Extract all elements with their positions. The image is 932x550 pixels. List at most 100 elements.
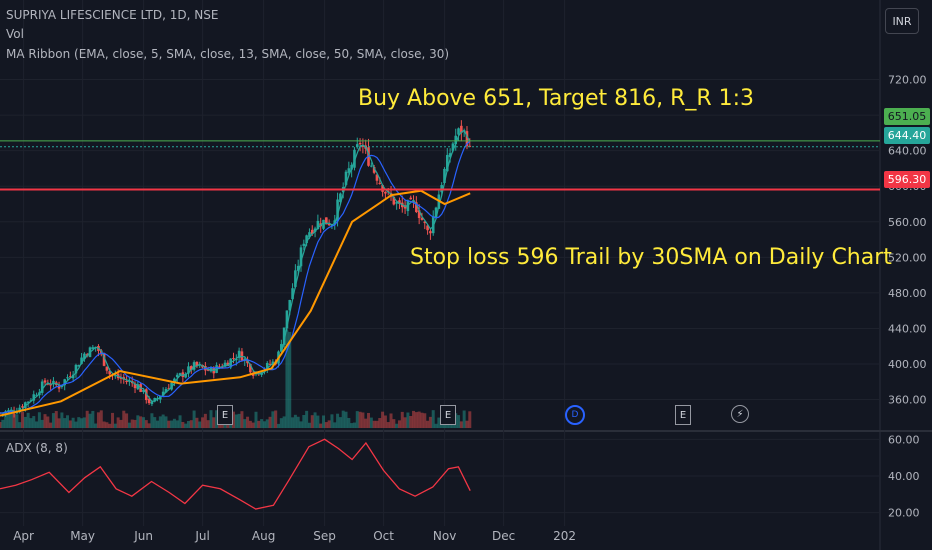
candle-body: [173, 378, 176, 383]
price-badge-stop: 596.30: [884, 171, 930, 188]
volume-legend[interactable]: Vol: [6, 27, 24, 41]
candle-body: [420, 217, 424, 220]
dividend-event-icon[interactable]: D: [565, 405, 585, 425]
candle-body: [336, 199, 339, 222]
earnings-event-icon[interactable]: E: [217, 405, 233, 425]
volume-bar: [257, 420, 261, 428]
candle-body: [119, 377, 123, 379]
volume-bar: [352, 422, 356, 428]
ma-ribbon-lines: [0, 129, 471, 417]
volume-bar: [234, 414, 238, 428]
candle-body: [313, 228, 317, 232]
volume-bar: [141, 417, 145, 428]
stop-annotation[interactable]: Stop loss 596 Trail by 30SMA on Daily Ch…: [410, 245, 892, 270]
volume-bar: [203, 413, 207, 428]
horizontal-levels[interactable]: [0, 140, 880, 191]
volume-bar: [299, 421, 303, 428]
earnings-event-icon[interactable]: E: [675, 405, 691, 425]
candle-body: [187, 366, 190, 374]
volume-bar: [347, 417, 351, 428]
volume-bar: [392, 419, 396, 428]
volume-bar: [192, 410, 196, 428]
volume-bar: [184, 423, 188, 428]
volume-bar: [4, 415, 8, 428]
candle-body: [285, 310, 289, 329]
volume-bar: [361, 412, 365, 428]
volume-bar: [29, 418, 33, 428]
volume-bar: [113, 423, 117, 428]
volume-bar: [324, 422, 328, 428]
currency-button[interactable]: INR: [885, 8, 919, 34]
volume-bar: [316, 415, 320, 428]
candle-body: [457, 128, 460, 135]
volume-bar: [274, 410, 278, 428]
volume-bar: [310, 415, 314, 428]
candle-body: [114, 375, 117, 377]
volume-bar: [1, 419, 5, 428]
volume-bar: [161, 414, 165, 428]
candle-body: [454, 135, 458, 144]
candle-body: [43, 380, 47, 383]
candle-body: [378, 182, 382, 184]
adx-legend[interactable]: ADX (8, 8): [6, 441, 68, 455]
y-tick-label: 520.00: [888, 251, 927, 264]
volume-bar: [150, 413, 154, 428]
x-tick-label: Apr: [13, 529, 34, 543]
candle-body: [74, 364, 78, 374]
candle-body: [153, 397, 157, 402]
volume-bar: [282, 416, 286, 428]
sma13-line: [0, 140, 471, 414]
candle-body: [195, 361, 199, 367]
volume-bar: [468, 411, 472, 428]
candle-body: [392, 196, 396, 205]
volume-bar: [288, 331, 292, 428]
volume-bar: [375, 420, 379, 428]
volume-bar: [327, 420, 331, 428]
volume-bar: [291, 417, 295, 428]
volume-bar: [170, 420, 174, 428]
symbol-title[interactable]: SUPRIYA LIFESCIENCE LTD, 1D, NSE: [6, 8, 219, 22]
volume-bar: [23, 416, 27, 428]
volume-bar: [330, 414, 334, 428]
volume-bar: [167, 420, 171, 428]
candle-body: [305, 235, 308, 244]
volume-bar: [46, 416, 50, 428]
volume-bar: [248, 420, 252, 428]
candle-body: [15, 412, 19, 414]
volume-bar: [386, 422, 390, 428]
split-event-icon[interactable]: ⚡: [731, 405, 749, 423]
candle-body: [220, 366, 224, 368]
candle-body: [280, 344, 283, 352]
candle-body: [426, 225, 429, 231]
volume-bar: [276, 423, 280, 428]
candle-body: [339, 193, 342, 203]
y-tick-label: 440.00: [888, 322, 927, 335]
ma-ribbon-legend[interactable]: MA Ribbon (EMA, close, 5, SMA, close, 13…: [6, 47, 450, 61]
candle-body: [102, 352, 106, 366]
candle-body: [384, 191, 387, 194]
volume-bar: [181, 422, 185, 428]
buy-annotation[interactable]: Buy Above 651, Target 816, R_R 1:3: [358, 86, 755, 111]
candle-body: [128, 380, 131, 382]
candle-body: [83, 353, 86, 360]
candle-body: [175, 374, 179, 378]
volume-bar: [271, 411, 275, 428]
candle-body: [448, 153, 452, 158]
volume-bar: [51, 413, 55, 428]
adx-line: [0, 438, 471, 510]
earnings-event-icon[interactable]: E: [440, 405, 456, 425]
volume-bar: [212, 417, 216, 428]
volume-bar: [66, 415, 70, 428]
candle-body: [189, 366, 193, 371]
x-tick-label: Nov: [433, 529, 456, 543]
candle-body: [99, 350, 103, 355]
volume-bar: [130, 419, 134, 428]
candle-body: [465, 131, 469, 147]
volume-bar: [260, 419, 264, 428]
candle-body: [260, 372, 263, 375]
volume-bar: [220, 422, 224, 428]
x-tick-label: Jun: [133, 529, 153, 543]
volume-bar: [178, 415, 182, 428]
volume-bar: [43, 414, 47, 428]
